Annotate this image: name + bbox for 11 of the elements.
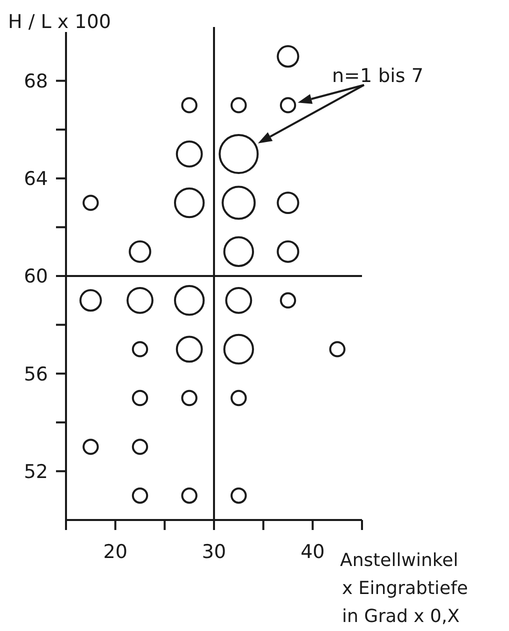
y-tick-label: 68 <box>24 70 48 92</box>
y-axis-title: H / L x 100 <box>8 11 111 33</box>
y-tick-label: 56 <box>24 363 48 386</box>
y-tick-label: 60 <box>24 266 48 288</box>
annotation: n=1 bis 7 <box>332 65 424 87</box>
y-tick-label: 64 <box>24 168 48 190</box>
x-tick-label: 30 <box>202 541 226 563</box>
x-tick-label: 20 <box>103 541 128 563</box>
y-tick-label: 52 <box>24 460 48 483</box>
x-axis-title: Anstellwinkel x Eingrabtiefe in Grad x 0,X <box>340 550 468 627</box>
x-tick-label: 40 <box>300 541 325 563</box>
